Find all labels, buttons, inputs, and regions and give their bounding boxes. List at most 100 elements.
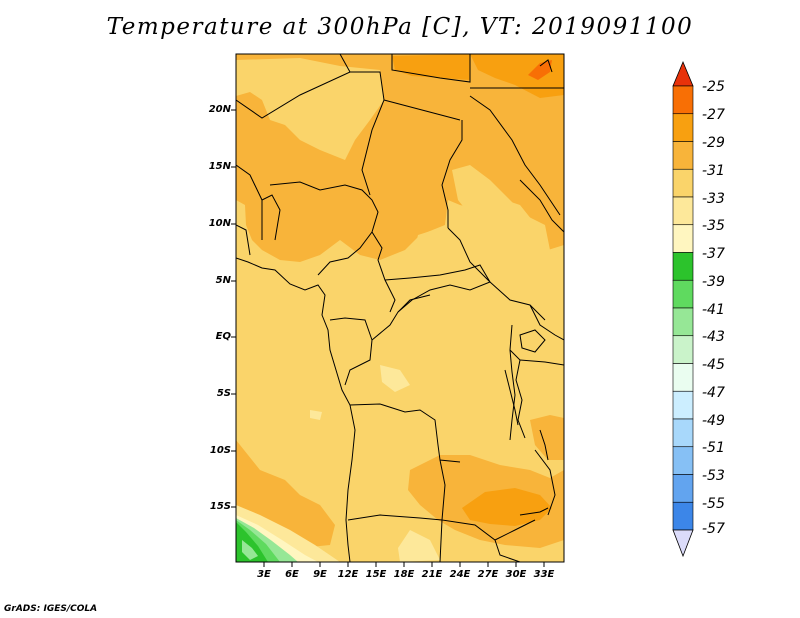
border-sudan-chad <box>447 227 491 283</box>
lat-label-10s: 10S <box>209 445 231 456</box>
border-west-2 <box>261 194 281 241</box>
border-north-3 <box>391 54 471 83</box>
lon-label-27e: 27E <box>477 569 499 580</box>
colorbar-label: -49 <box>702 413 725 429</box>
lon-label-6e: 6E <box>285 569 299 580</box>
border-guinea-gulf <box>236 224 251 256</box>
coastline-west <box>236 257 356 562</box>
border-north-1 <box>236 71 385 196</box>
lon-label-30e: 30E <box>505 569 527 580</box>
chart-title: Temperature at 300hPa [C], VT: 201909110… <box>106 14 694 40</box>
nile-delta <box>539 59 553 73</box>
colorbar-label: -43 <box>702 329 725 345</box>
colorbar-label: -37 <box>702 246 725 262</box>
border-zim <box>494 539 521 562</box>
border-angola <box>349 403 461 463</box>
border-lakes <box>509 349 526 439</box>
colorbar-box <box>672 252 694 281</box>
map-frame <box>235 53 565 563</box>
colorbar-top-arrow <box>672 60 694 87</box>
coast-redsea <box>469 95 561 216</box>
field-patch-redsea <box>528 60 552 80</box>
colorbar-boxes <box>672 85 694 531</box>
colorbar-label: -31 <box>702 163 725 179</box>
border-chad-cam <box>371 231 396 313</box>
lake-kariba <box>519 507 549 516</box>
lon-label-15e: 15E <box>365 569 387 580</box>
lon-label-9e: 9E <box>313 569 327 580</box>
lat-label-15s: 15S <box>209 501 231 512</box>
border-namibia <box>347 514 443 521</box>
border-libya-sudan <box>441 120 463 228</box>
colorbar-bottom-arrow <box>672 529 694 558</box>
border-north-2 <box>339 54 351 73</box>
axis-ticks <box>231 109 545 567</box>
field-center-pale-3 <box>310 410 322 420</box>
border-zambia <box>439 459 536 541</box>
border-drc-east <box>509 324 516 441</box>
field-center-pale-2 <box>398 530 440 562</box>
field-sahel-light <box>236 58 384 160</box>
colorbar-label: -35 <box>702 218 725 234</box>
lon-label-33e: 33E <box>533 569 555 580</box>
colorbar-label: -27 <box>702 107 725 123</box>
colorbar-box <box>672 196 694 226</box>
lat-label-15n: 15N <box>208 161 231 172</box>
lon-label-24e: 24E <box>449 569 471 580</box>
boundaries <box>236 54 564 562</box>
field-east-light <box>452 165 550 250</box>
colorbar-label: -39 <box>702 274 725 290</box>
lon-label-21e: 21E <box>421 569 443 580</box>
field-south-core <box>462 488 552 526</box>
colorbar-box <box>672 307 694 337</box>
border-nigeria <box>269 181 379 276</box>
border-tanz <box>519 359 564 366</box>
border-ss <box>489 281 546 321</box>
lake-tanganyika <box>504 369 519 426</box>
colorbar-box <box>672 141 694 170</box>
lake-malawi <box>539 429 549 461</box>
colorbar-box <box>672 363 694 392</box>
border-ethiopia <box>519 179 564 233</box>
colorbar-label: -51 <box>702 440 725 456</box>
border-chad-niger <box>383 99 461 121</box>
field-chad-light <box>412 228 475 290</box>
colorbar-box <box>672 85 694 115</box>
colorbar-box <box>672 335 694 364</box>
colorbar-label: -25 <box>702 79 725 95</box>
lat-label-10n: 10N <box>208 218 231 229</box>
lake-victoria <box>519 329 546 353</box>
lon-label-18e: 18E <box>393 569 415 580</box>
border-bots <box>439 519 443 562</box>
lat-label-eq: EQ <box>215 331 231 342</box>
lon-label-3e: 3E <box>257 569 271 580</box>
colorbar-box <box>672 501 694 531</box>
colorbar-label: -45 <box>702 357 725 373</box>
field-green-center <box>242 540 258 560</box>
colorbar <box>672 60 694 558</box>
grads-credit: GrADS: IGES/COLA <box>4 604 98 614</box>
colorbar-box <box>672 113 694 142</box>
field-center-pale-1 <box>380 365 410 392</box>
colorbar-box <box>672 418 694 448</box>
border-moz <box>534 449 556 516</box>
field-south-east <box>530 415 564 460</box>
colorbar-box <box>672 474 694 503</box>
colorbar-box <box>672 279 694 309</box>
border-west-1 <box>236 164 263 240</box>
colorbar-label: -47 <box>702 385 725 401</box>
lat-label-20n: 20N <box>208 104 231 115</box>
colorbar-box <box>672 446 694 475</box>
colorbar-box <box>672 168 694 198</box>
colorbar-box <box>672 390 694 420</box>
colorbar-label: -41 <box>702 302 725 318</box>
temperature-field <box>236 54 564 562</box>
lat-label-5n: 5N <box>215 275 231 286</box>
colorbar-label: -33 <box>702 191 725 207</box>
border-drc-west <box>371 294 431 341</box>
colorbar-label: -29 <box>702 135 725 151</box>
border-kenya <box>529 304 564 341</box>
lat-label-5s: 5S <box>216 388 231 399</box>
lon-label-12e: 12E <box>337 569 359 580</box>
colorbar-label: -55 <box>702 496 725 512</box>
